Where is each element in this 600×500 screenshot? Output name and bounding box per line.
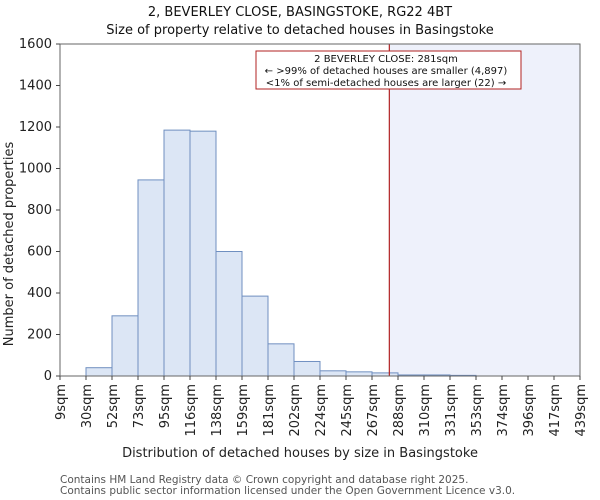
bar-224sqm	[319, 370, 347, 377]
x-tick-label-52sqm: 52sqm	[106, 384, 121, 428]
annotation-line-3: <1% of semi-detached houses are larger (…	[266, 78, 506, 89]
bar-202sqm	[293, 360, 321, 377]
chart-subtitle: Size of property relative to detached ho…	[106, 23, 493, 38]
bar-245sqm	[345, 371, 373, 377]
bar-138sqm	[215, 251, 243, 377]
y-tick-label-0: 0	[44, 369, 52, 384]
x-tick-label-159sqm: 159sqm	[236, 384, 251, 437]
highlight-region	[389, 44, 580, 376]
bar-159sqm	[241, 295, 269, 377]
x-tick-label-116sqm: 116sqm	[184, 384, 199, 437]
annotation-frame	[255, 50, 522, 90]
bar-73sqm	[137, 179, 165, 377]
x-tick-label-353sqm: 353sqm	[470, 384, 485, 437]
annotation-box: 2 BEVERLEY CLOSE: 281sqm ← >99% of detac…	[255, 50, 522, 90]
y-tick-label-400: 400	[27, 286, 52, 301]
y-axis-label: Number of detached properties	[2, 142, 17, 347]
x-tick-label-138sqm: 138sqm	[210, 384, 225, 437]
y-tick-label-800: 800	[27, 203, 52, 218]
x-tick-label-9sqm: 9sqm	[54, 384, 69, 420]
x-tick-label-73sqm: 73sqm	[132, 384, 147, 428]
x-tick-label-267sqm: 267sqm	[366, 384, 381, 437]
annotation-line-2: ← >99% of detached houses are smaller (4…	[265, 66, 508, 77]
x-tick-label-181sqm: 181sqm	[262, 384, 277, 437]
y-tick-label-1200: 1200	[19, 120, 52, 135]
bar-52sqm	[111, 315, 139, 377]
y-tick-label-200: 200	[27, 328, 52, 343]
x-tick-label-202sqm: 202sqm	[288, 384, 303, 437]
x-tick-label-439sqm: 439sqm	[574, 384, 589, 437]
annotation-line-1: 2 BEVERLEY CLOSE: 281sqm	[314, 54, 458, 65]
bar-116sqm	[189, 130, 217, 377]
x-axis-label: Distribution of detached houses by size …	[122, 446, 478, 461]
y-tick-label-600: 600	[27, 245, 52, 260]
bar-95sqm	[163, 129, 191, 377]
bar-30sqm	[85, 367, 113, 377]
y-tick-label-1600: 1600	[19, 37, 52, 52]
footer-line-2: Contains public sector information licen…	[60, 485, 515, 497]
x-tick-label-417sqm: 417sqm	[548, 384, 563, 437]
x-tick-label-245sqm: 245sqm	[340, 384, 355, 437]
x-tick-label-310sqm: 310sqm	[418, 384, 433, 437]
chart-title: 2, BEVERLEY CLOSE, BASINGSTOKE, RG22 4BT	[148, 5, 452, 20]
x-tick-label-288sqm: 288sqm	[392, 384, 407, 437]
x-tick-label-224sqm: 224sqm	[314, 384, 329, 437]
x-tick-label-374sqm: 374sqm	[496, 384, 511, 437]
x-tick-label-331sqm: 331sqm	[444, 384, 459, 437]
bar-181sqm	[267, 343, 295, 377]
x-tick-label-95sqm: 95sqm	[158, 384, 173, 428]
footer-line-1: Contains HM Land Registry data © Crown c…	[60, 474, 468, 486]
y-tick-label-1400: 1400	[19, 79, 52, 94]
x-tick-label-396sqm: 396sqm	[522, 384, 537, 437]
y-tick-label-1000: 1000	[19, 162, 52, 177]
x-tick-label-30sqm: 30sqm	[80, 384, 95, 428]
